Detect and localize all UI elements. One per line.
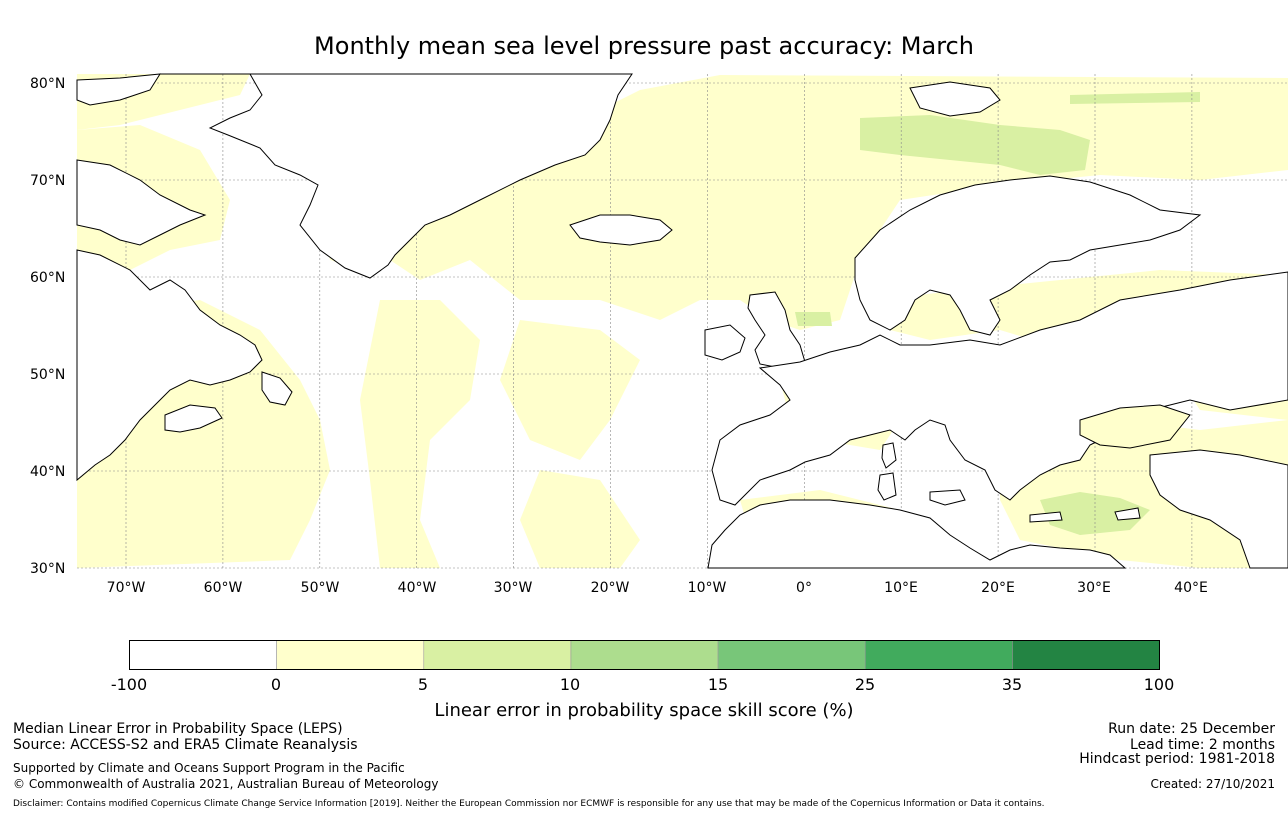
coast-cyprus [1114, 507, 1141, 521]
lon-label-50w: 50°W [300, 580, 340, 596]
coast-black-sea [1079, 404, 1191, 449]
coast-baffin-island [76, 159, 207, 246]
coast-corsica [881, 442, 897, 469]
disclaimer: Disclaimer: Contains modified Copernicus… [13, 799, 1045, 809]
lat-label-30: 30°N [30, 561, 66, 577]
colorbar-tick: -100 [110, 675, 148, 694]
lon-label-70w: 70°W [106, 580, 146, 596]
lon-label-10e: 10°E [884, 580, 918, 596]
lon-label-30e: 30°E [1077, 580, 1111, 596]
footer-copyright: © Commonwealth of Australia 2021, Austra… [13, 777, 439, 791]
coast-north-africa [707, 499, 1127, 569]
hindcast-period: Hindcast period: 1981-2018 [1079, 751, 1275, 767]
colorbar-tick: 10 [559, 675, 581, 694]
coastlines [76, 73, 1288, 569]
region-svalbard-patch [1070, 92, 1200, 104]
colorbar-tick: 35 [1001, 675, 1023, 694]
colorbar-segment [1012, 640, 1160, 670]
lead-time: Lead time: 2 months [1130, 737, 1275, 753]
lon-label-40e: 40°E [1174, 580, 1208, 596]
colorbar-segment [276, 640, 425, 670]
coast-turkey-east [1149, 449, 1288, 569]
region-north-sea-patch [795, 312, 832, 326]
coast-europe-mainland [711, 271, 1288, 506]
coast-ireland [704, 324, 746, 361]
footer-metric: Median Linear Error in Probability Space… [13, 721, 343, 737]
colorbar-segment [717, 640, 866, 670]
colorbar-segment [570, 640, 719, 670]
coast-svalbard [909, 81, 1001, 117]
region-east-atlantic [500, 320, 640, 460]
lon-label-0: 0° [796, 580, 812, 596]
colorbar-segment [864, 640, 1013, 670]
lon-label-10w: 10°W [687, 580, 727, 596]
run-date: Run date: 25 December [1108, 721, 1275, 737]
coast-labrador [76, 249, 263, 482]
region-barents [860, 115, 1090, 175]
created-date: Created: 27/10/2021 [1150, 777, 1275, 791]
lat-label-80: 80°N [30, 76, 66, 92]
coast-sicily [929, 489, 966, 506]
lon-label-60w: 60°W [203, 580, 243, 596]
chart-title: Monthly mean sea level pressure past acc… [314, 32, 974, 60]
coast-nova-scotia [164, 404, 223, 433]
coast-ellesmere [76, 73, 161, 106]
skill-map [76, 73, 1288, 569]
coast-newfoundland [261, 371, 293, 406]
lon-label-20e: 20°E [981, 580, 1015, 596]
colorbar-label: Linear error in probability space skill … [434, 700, 854, 721]
lat-label-50: 50°N [30, 367, 66, 383]
lat-label-60: 60°N [30, 270, 66, 286]
colorbar-tick: 100 [1143, 675, 1175, 694]
colorbar-segment [423, 640, 572, 670]
lon-label-30w: 30°W [493, 580, 533, 596]
lat-label-40: 40°N [30, 464, 66, 480]
lon-label-40w: 40°W [397, 580, 437, 596]
coast-greenland [160, 73, 633, 279]
footer-support: Supported by Climate and Oceans Support … [13, 761, 405, 775]
colorbar-tick: 0 [270, 675, 282, 694]
coast-sardinia [877, 472, 897, 501]
colorbar-tick: 15 [707, 675, 729, 694]
coast-iceland [569, 214, 673, 246]
region-mid-atlantic [360, 300, 480, 568]
lon-label-20w: 20°W [590, 580, 630, 596]
coast-scandinavia [854, 175, 1202, 336]
region-cyprus-patch [1040, 492, 1150, 535]
lat-label-70: 70°N [30, 173, 66, 189]
colorbar-segment [129, 640, 277, 670]
footer-source: Source: ACCESS-S2 and ERA5 Climate Reana… [13, 737, 358, 753]
colorbar-tick: 25 [854, 675, 876, 694]
colorbar-tick: 5 [417, 675, 429, 694]
coast-crete [1029, 511, 1063, 523]
region-canaries [520, 470, 640, 568]
